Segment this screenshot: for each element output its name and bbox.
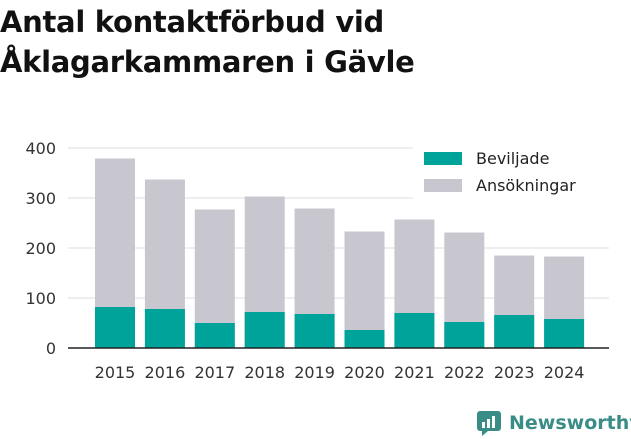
legend: Beviljade Ansökningar [413, 143, 609, 205]
bar-beviljade [95, 307, 135, 348]
bars [95, 158, 585, 348]
x-tick-label: 2023 [494, 363, 535, 382]
x-tick-label: 2019 [294, 363, 335, 382]
bar-beviljade [194, 323, 235, 348]
y-tick-label: 200 [25, 239, 56, 258]
legend-swatch [424, 152, 462, 165]
x-tick-label: 2015 [95, 363, 136, 382]
legend-swatch [424, 179, 462, 192]
x-tick-label: 2017 [194, 363, 235, 382]
bar-beviljade [344, 330, 385, 348]
chart-title: Antal kontaktförbud vid Åklagarkammaren … [0, 5, 415, 79]
y-tick-label: 0 [46, 339, 56, 358]
x-axis: 2015 2016 2017 2018 2019 2020 2021 2022 2023 2024 [68, 347, 609, 382]
bar-ansokningar [344, 231, 385, 348]
x-tick-label: 2016 [145, 363, 186, 382]
x-tick-label: 2018 [244, 363, 285, 382]
x-tick-label: 2020 [344, 363, 385, 382]
y-axis: 0 100 200 300 400 [25, 139, 56, 358]
bar-beviljade [544, 319, 585, 348]
x-tick-label: 2024 [544, 363, 585, 382]
y-tick-label: 400 [25, 139, 56, 158]
newsworthy-logo-icon [477, 411, 501, 436]
bar-beviljade [444, 322, 485, 348]
y-tick-label: 300 [25, 189, 56, 208]
bar-beviljade [144, 309, 185, 348]
legend-label: Beviljade [476, 149, 549, 168]
brand-name: Newsworthy [509, 412, 631, 434]
brand-logo: Newsworthy [476, 407, 631, 439]
legend-label: Ansökningar [476, 176, 576, 195]
y-tick-label: 100 [25, 289, 56, 308]
bar-beviljade [244, 312, 285, 348]
bar-beviljade [294, 314, 335, 348]
bar-beviljade [494, 315, 535, 348]
bar-beviljade [394, 313, 435, 348]
x-tick-label: 2022 [444, 363, 485, 382]
x-tick-label: 2021 [394, 363, 435, 382]
